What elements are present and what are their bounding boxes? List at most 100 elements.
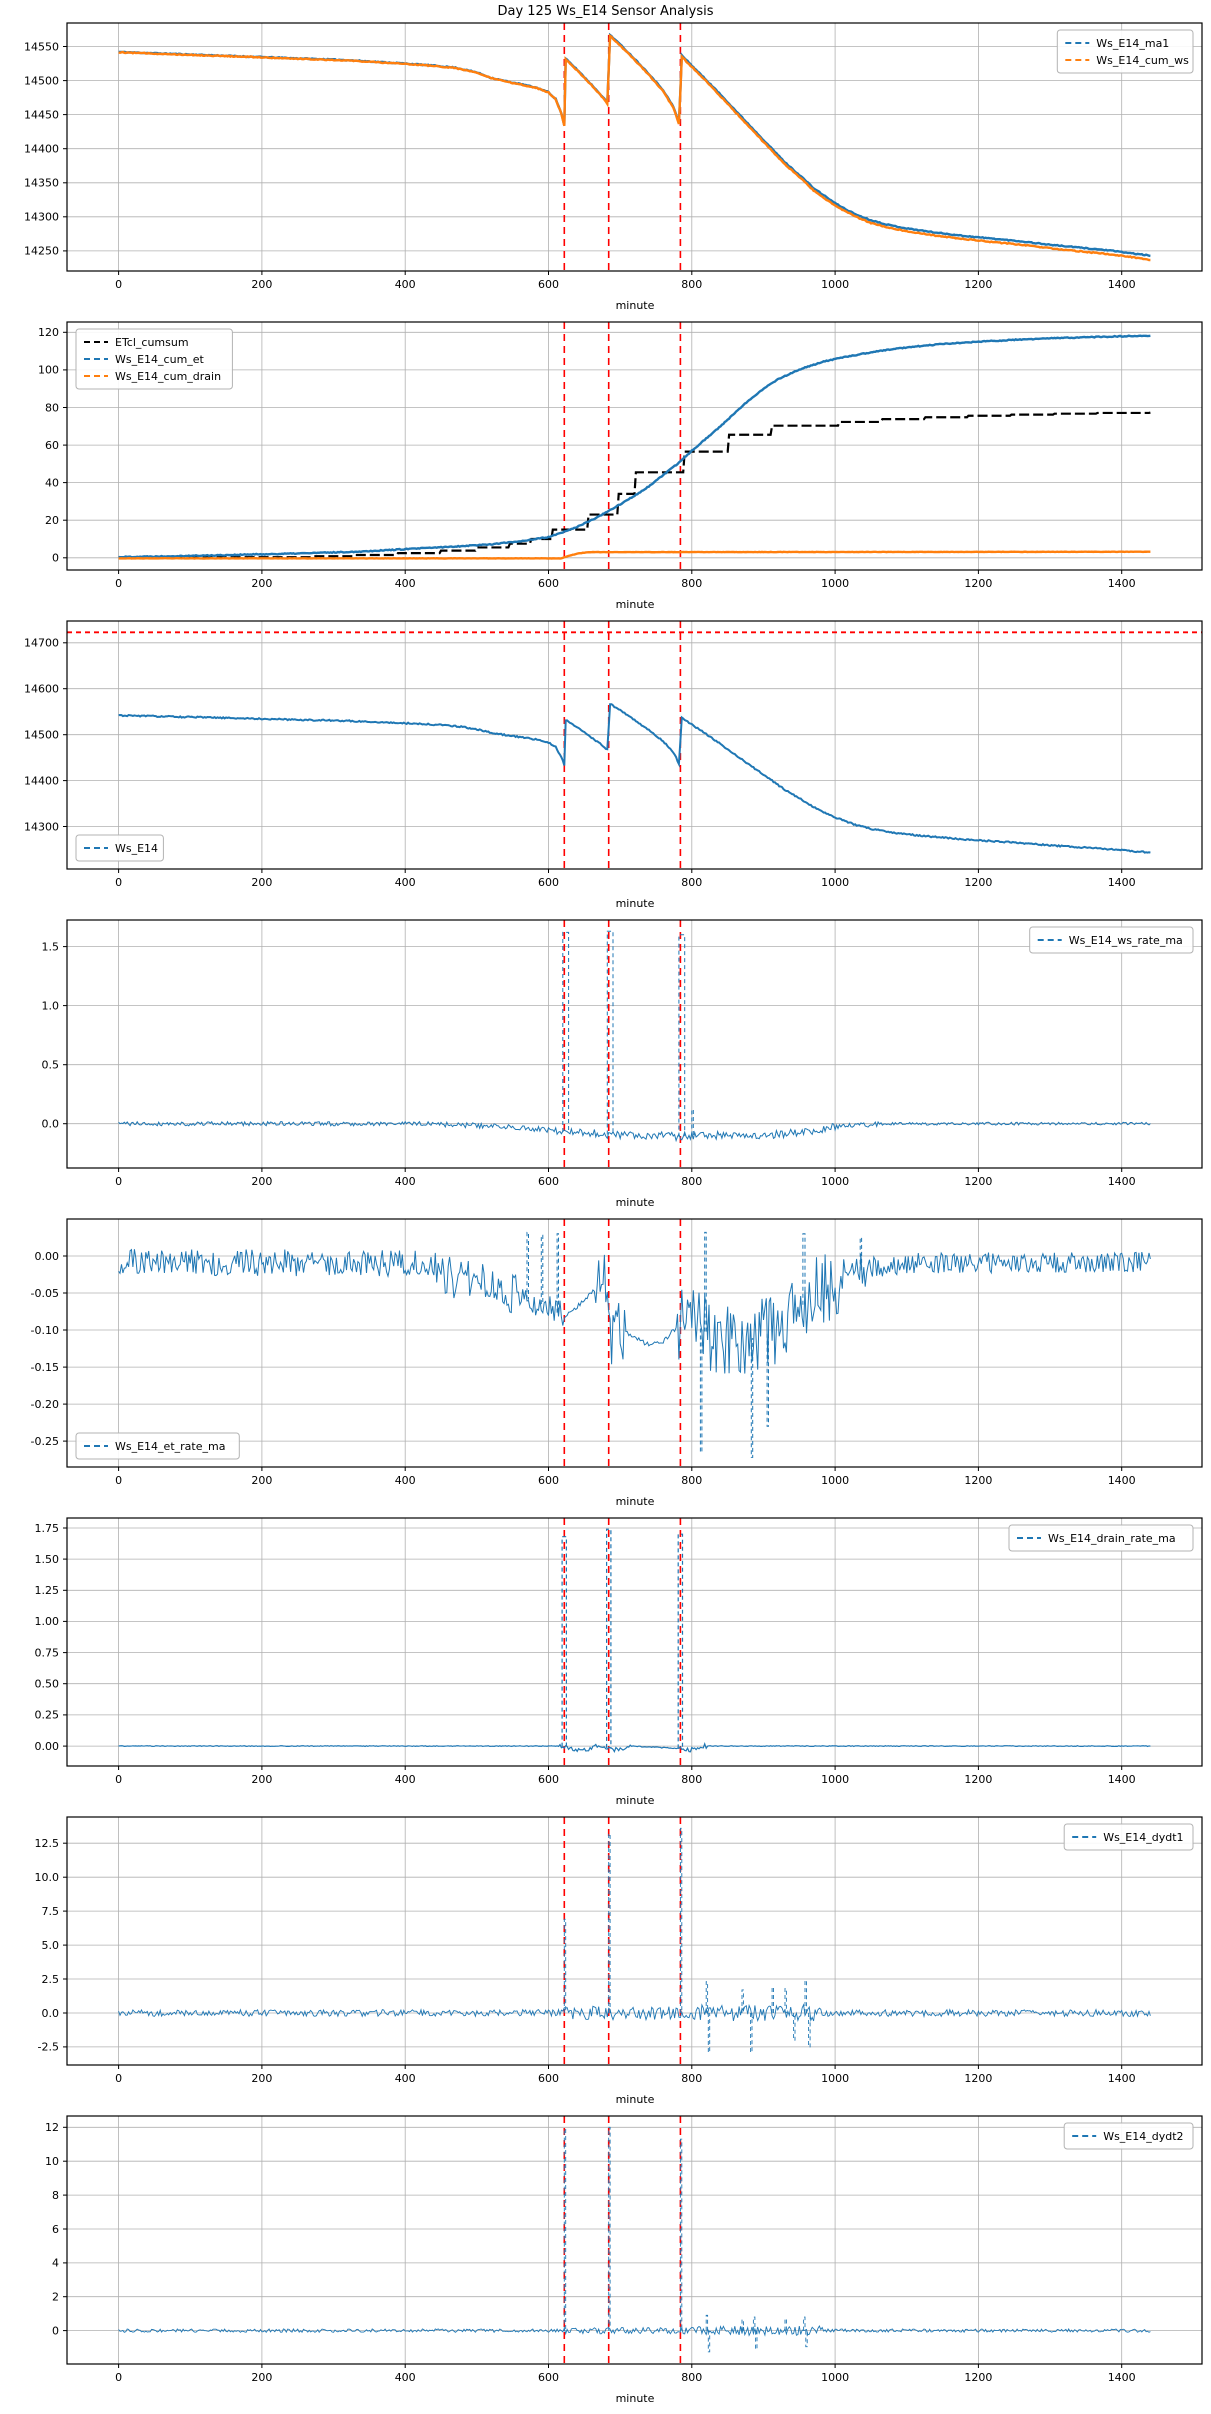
svg-text:1200: 1200 xyxy=(964,1773,992,1786)
svg-text:Ws_E14_cum_ws: Ws_E14_cum_ws xyxy=(1096,54,1189,67)
svg-text:600: 600 xyxy=(538,2371,559,2384)
svg-text:Ws_E14_dydt1: Ws_E14_dydt1 xyxy=(1103,1831,1183,1844)
svg-text:600: 600 xyxy=(538,1474,559,1487)
svg-text:20: 20 xyxy=(45,514,59,527)
svg-text:200: 200 xyxy=(251,577,272,590)
svg-text:400: 400 xyxy=(395,1474,416,1487)
svg-text:1400: 1400 xyxy=(1108,876,1136,889)
svg-text:1.25: 1.25 xyxy=(35,1584,60,1597)
svg-text:1000: 1000 xyxy=(821,1474,849,1487)
svg-text:1.00: 1.00 xyxy=(35,1615,60,1628)
svg-text:14400: 14400 xyxy=(24,774,59,787)
svg-text:600: 600 xyxy=(538,1773,559,1786)
svg-text:0: 0 xyxy=(115,1175,122,1188)
svg-text:Ws_E14_drain_rate_ma: Ws_E14_drain_rate_ma xyxy=(1048,1532,1176,1545)
svg-text:ETcl_cumsum: ETcl_cumsum xyxy=(115,336,189,349)
svg-text:400: 400 xyxy=(395,2371,416,2384)
svg-text:minute: minute xyxy=(616,1495,655,1508)
svg-text:600: 600 xyxy=(538,2072,559,2085)
svg-text:0: 0 xyxy=(115,2072,122,2085)
svg-text:1000: 1000 xyxy=(821,876,849,889)
svg-text:0: 0 xyxy=(115,278,122,291)
svg-text:200: 200 xyxy=(251,1773,272,1786)
svg-text:-0.10: -0.10 xyxy=(31,1324,59,1337)
svg-text:1200: 1200 xyxy=(964,876,992,889)
svg-text:1200: 1200 xyxy=(964,577,992,590)
svg-text:200: 200 xyxy=(251,278,272,291)
svg-text:200: 200 xyxy=(251,1474,272,1487)
svg-text:5.0: 5.0 xyxy=(42,1939,60,1952)
svg-text:minute: minute xyxy=(616,1794,655,1807)
svg-text:-0.15: -0.15 xyxy=(31,1361,59,1374)
svg-text:-0.05: -0.05 xyxy=(31,1287,59,1300)
svg-text:1400: 1400 xyxy=(1108,278,1136,291)
svg-text:0: 0 xyxy=(52,2324,59,2337)
svg-text:1400: 1400 xyxy=(1108,2072,1136,2085)
svg-text:4: 4 xyxy=(52,2257,59,2270)
svg-text:400: 400 xyxy=(395,577,416,590)
svg-text:6: 6 xyxy=(52,2223,59,2236)
svg-text:1200: 1200 xyxy=(964,2371,992,2384)
svg-text:600: 600 xyxy=(538,1175,559,1188)
svg-text:1000: 1000 xyxy=(821,1175,849,1188)
svg-text:0.25: 0.25 xyxy=(35,1709,60,1722)
subplot-ws-rate-ma: 0 200 400 600 800 1000 1200 1400 0.0 0.5 1.0 1.5 min… xyxy=(42,919,1203,1209)
subplot-ma1-cumws: 0 200 400 600 800 1000 1200 1400 14250 14300 14350… xyxy=(24,22,1203,312)
subplot-ws-e14-raw: 0 200 400 600 800 1000 1200 1400 14300 14400 14500… xyxy=(24,620,1203,910)
svg-text:800: 800 xyxy=(681,876,702,889)
plots: 0 200 400 600 800 1000 1200 1400 14250 14300 14350… xyxy=(0,22,1211,2414)
svg-text:200: 200 xyxy=(251,2371,272,2384)
svg-text:Ws_E14_ws_rate_ma: Ws_E14_ws_rate_ma xyxy=(1069,934,1183,947)
svg-text:14500: 14500 xyxy=(24,74,59,87)
svg-text:200: 200 xyxy=(251,1175,272,1188)
svg-text:Ws_E14_et_rate_ma: Ws_E14_et_rate_ma xyxy=(115,1440,225,1453)
svg-text:minute: minute xyxy=(616,897,655,910)
svg-text:60: 60 xyxy=(45,439,59,452)
svg-text:800: 800 xyxy=(681,2371,702,2384)
svg-text:minute: minute xyxy=(616,2392,655,2405)
svg-text:800: 800 xyxy=(681,1175,702,1188)
svg-text:-0.25: -0.25 xyxy=(31,1435,59,1448)
svg-text:400: 400 xyxy=(395,2072,416,2085)
svg-text:0: 0 xyxy=(115,1474,122,1487)
svg-text:14500: 14500 xyxy=(24,729,59,742)
svg-text:minute: minute xyxy=(616,1196,655,1209)
svg-text:1400: 1400 xyxy=(1108,1175,1136,1188)
svg-text:1400: 1400 xyxy=(1108,1773,1136,1786)
svg-text:2: 2 xyxy=(52,2291,59,2304)
svg-text:1000: 1000 xyxy=(821,278,849,291)
svg-text:1.0: 1.0 xyxy=(42,999,60,1012)
svg-text:7.5: 7.5 xyxy=(42,1905,60,1918)
svg-text:0.00: 0.00 xyxy=(35,1250,60,1263)
svg-text:-2.5: -2.5 xyxy=(38,2041,59,2054)
svg-text:0: 0 xyxy=(115,876,122,889)
svg-text:Ws_E14_cum_drain: Ws_E14_cum_drain xyxy=(115,370,221,383)
svg-text:1000: 1000 xyxy=(821,1773,849,1786)
svg-text:12.5: 12.5 xyxy=(35,1837,60,1850)
svg-text:Ws_E14_ma1: Ws_E14_ma1 xyxy=(1096,37,1169,50)
svg-text:80: 80 xyxy=(45,401,59,414)
svg-text:1.50: 1.50 xyxy=(35,1553,60,1566)
svg-text:0: 0 xyxy=(115,2371,122,2384)
svg-text:400: 400 xyxy=(395,1773,416,1786)
svg-text:800: 800 xyxy=(681,2072,702,2085)
svg-text:400: 400 xyxy=(395,1175,416,1188)
svg-text:Ws_E14: Ws_E14 xyxy=(115,842,158,855)
svg-text:100: 100 xyxy=(38,364,59,377)
subplot-dydt1: 0 200 400 600 800 1000 1200 1400 -2.5 0.0 2.5 5.0 7.… xyxy=(35,1816,1203,2106)
svg-text:1400: 1400 xyxy=(1108,1474,1136,1487)
subplot-dydt2: 0 200 400 600 800 1000 1200 1400 0 2 4 6 8 10 12 minute… xyxy=(45,2115,1203,2405)
svg-text:400: 400 xyxy=(395,876,416,889)
svg-text:14550: 14550 xyxy=(24,40,59,53)
svg-text:40: 40 xyxy=(45,476,59,489)
svg-text:200: 200 xyxy=(251,2072,272,2085)
subplot-cumulative-et-drain: 0 200 400 600 800 1000 1200 1400 0 20 40 60 80 100 120… xyxy=(38,321,1203,611)
svg-text:400: 400 xyxy=(395,278,416,291)
svg-text:12: 12 xyxy=(45,2121,59,2134)
svg-text:14700: 14700 xyxy=(24,637,59,650)
svg-text:Ws_E14_dydt2: Ws_E14_dydt2 xyxy=(1103,2130,1183,2143)
svg-text:14450: 14450 xyxy=(24,108,59,121)
svg-text:-0.20: -0.20 xyxy=(31,1398,59,1411)
svg-text:0: 0 xyxy=(115,577,122,590)
svg-text:600: 600 xyxy=(538,278,559,291)
